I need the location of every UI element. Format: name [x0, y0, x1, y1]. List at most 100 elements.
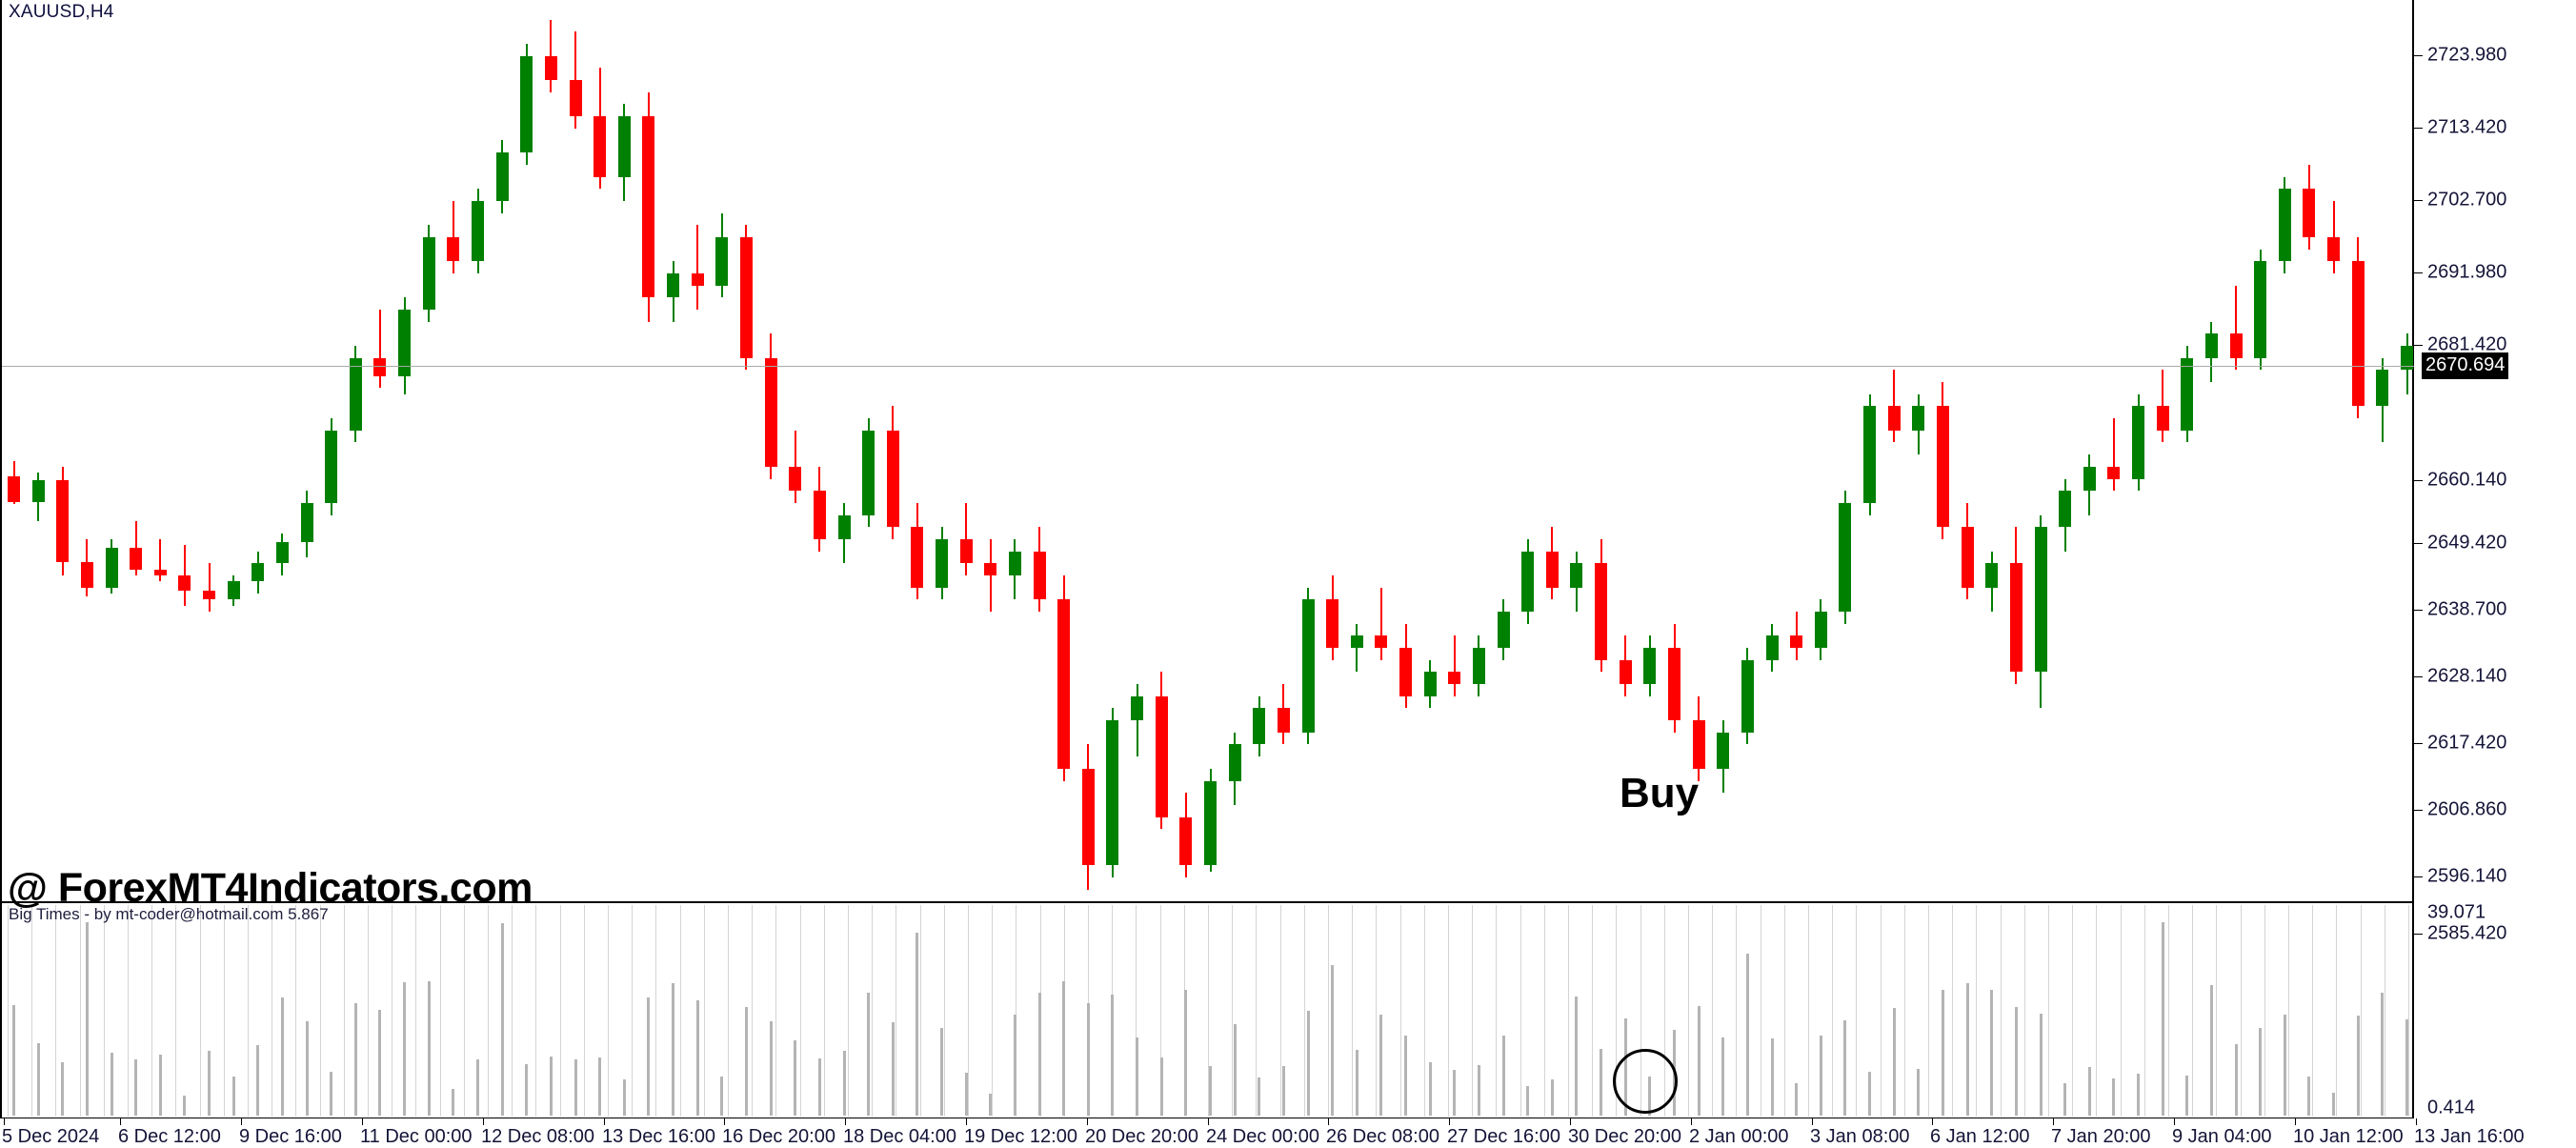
time-tick: [1328, 1118, 1329, 1125]
grid-line: [320, 905, 321, 1117]
time-axis-label: 24 Dec 00:00: [1206, 1126, 1319, 1147]
candle-body: [1008, 551, 1021, 575]
histogram-bar: [720, 1076, 724, 1116]
time-axis-label: 6 Dec 12:00: [118, 1126, 221, 1147]
candle-wick: [1136, 684, 1138, 757]
histogram-bar: [36, 1042, 40, 1116]
grid-line: [2048, 905, 2049, 1117]
time-axis-label: 9 Dec 16:00: [239, 1126, 342, 1147]
price-axis-label: 2713.420: [2427, 116, 2507, 138]
histogram-bar: [2039, 1014, 2043, 1116]
histogram-bar: [134, 1058, 138, 1116]
time-tick: [1932, 1118, 1933, 1125]
grid-line: [1784, 905, 1785, 1117]
candle-body: [520, 55, 533, 153]
candle-body: [130, 548, 143, 570]
candle-body: [1155, 695, 1168, 817]
candle-body: [789, 466, 802, 492]
grid-line: [944, 905, 945, 1117]
chart-frame-right: [2412, 0, 2414, 1118]
histogram-bar: [1258, 1077, 1261, 1116]
grid-line: [1328, 905, 1329, 1117]
time-tick: [2174, 1118, 2175, 1125]
grid-line: [248, 905, 249, 1117]
time-tick: [483, 1118, 484, 1125]
grid-line: [1592, 905, 1593, 1117]
indicator-name-label: Big Times - by mt-coder@hotmail.com 5.86…: [9, 905, 329, 923]
candle-body: [936, 538, 949, 588]
candle-body: [1692, 720, 1705, 769]
grid-line: [1304, 905, 1305, 1117]
candle-wick: [1379, 587, 1382, 660]
histogram-bar: [1355, 1050, 1358, 1116]
price-tick: [2414, 200, 2423, 201]
histogram-bar: [1453, 1070, 1457, 1116]
candle-body: [1399, 648, 1413, 696]
histogram-bar: [1281, 1066, 1285, 1116]
candle-body: [2083, 466, 2096, 492]
price-tick: [2414, 55, 2423, 56]
time-axis-label: 20 Dec 20:00: [1085, 1126, 1198, 1147]
histogram-bar: [2137, 1074, 2141, 1116]
candle-wick: [183, 545, 186, 606]
grid-line: [1712, 905, 1713, 1117]
grid-line: [1856, 905, 1857, 1117]
candle-body: [1863, 406, 1877, 503]
time-tick: [845, 1118, 846, 1125]
circle-highlight-marker: [1613, 1049, 1678, 1114]
histogram-bar: [672, 983, 675, 1116]
candle-body: [275, 542, 289, 564]
grid-line: [8, 905, 9, 1117]
histogram-bar: [2259, 1028, 2263, 1116]
candle-body: [1277, 708, 1290, 733]
histogram-bar: [330, 1071, 333, 1116]
grid-line: [680, 905, 681, 1117]
time-tick: [1691, 1118, 1692, 1125]
candle-body: [227, 581, 240, 600]
candle-body: [2351, 261, 2365, 407]
histogram-bar: [427, 980, 431, 1116]
histogram-bar: [1086, 1002, 1090, 1116]
histogram-bar: [1575, 996, 1579, 1116]
candle-body: [1619, 659, 1632, 685]
time-axis-label: 5 Dec 2024: [2, 1126, 100, 1147]
grid-line: [2264, 905, 2265, 1117]
histogram-bar: [1745, 953, 1749, 1116]
time-tick: [1087, 1118, 1088, 1125]
grid-line: [1520, 905, 1521, 1117]
candle-body: [1350, 635, 1363, 649]
histogram-bar: [916, 933, 919, 1116]
grid-line: [2168, 905, 2169, 1117]
candle-wick: [134, 520, 137, 575]
candle-body: [1643, 648, 1657, 685]
symbol-timeframe-label: XAUUSD,H4: [9, 2, 114, 22]
time-tick: [1449, 1118, 1450, 1125]
candle-body: [764, 357, 777, 467]
grid-line: [1832, 905, 1833, 1117]
grid-line: [2072, 905, 2073, 1117]
subwindow-divider: [0, 901, 2414, 903]
histogram-bar: [1721, 1037, 1725, 1116]
price-tick: [2414, 876, 2423, 877]
candle-body: [252, 563, 265, 582]
candle-wick: [2112, 418, 2115, 492]
indicator-scale-max: 39.071: [2427, 901, 2486, 923]
grid-line: [1904, 905, 1905, 1117]
price-axis[interactable]: 2723.980 2713.420 2702.700 2691.980 2681.420…: [2414, 0, 2576, 1148]
grid-line: [295, 905, 296, 1117]
candle-body: [178, 574, 191, 591]
time-axis[interactable]: 5 Dec 2024 6 Dec 12:00 9 Dec 16:00 11 Dec 0…: [0, 1118, 2525, 1148]
histogram-bar: [891, 1021, 895, 1116]
candle-body: [398, 310, 412, 376]
histogram-bar: [1917, 1068, 1921, 1116]
candle-body: [2278, 189, 2291, 262]
candle-wick: [1453, 635, 1456, 696]
histogram-bar: [1990, 990, 1994, 1116]
candle-wick: [2235, 285, 2238, 371]
price-axis-label: 2638.700: [2427, 598, 2507, 620]
candle-body: [2059, 491, 2072, 528]
candle-body: [1375, 635, 1388, 649]
grid-line: [2216, 905, 2217, 1117]
histogram-bar: [1062, 980, 1066, 1116]
histogram-bar: [85, 921, 89, 1116]
